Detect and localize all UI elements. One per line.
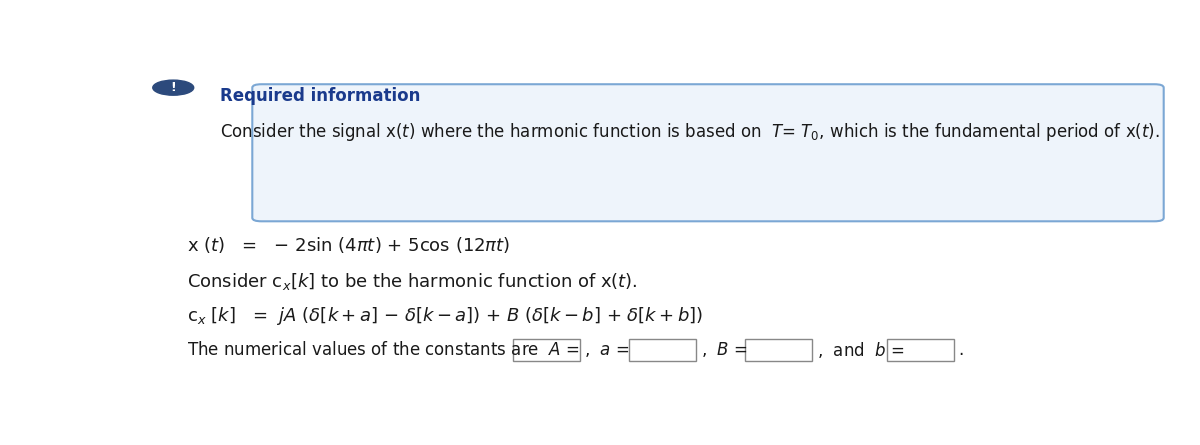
Text: ,  $B$ =: , $B$ =	[701, 340, 748, 359]
FancyBboxPatch shape	[252, 84, 1164, 221]
Text: !: !	[170, 81, 176, 94]
Text: c$_x$ [$k$]   =  $jA$ ($\delta$[$k + a$] $-$ $\delta$[$k - a$]) + $B$ ($\delta$[: c$_x$ [$k$] = $jA$ ($\delta$[$k + a$] $-…	[187, 304, 703, 327]
FancyBboxPatch shape	[629, 339, 696, 361]
FancyBboxPatch shape	[745, 339, 812, 361]
Circle shape	[152, 80, 193, 95]
FancyBboxPatch shape	[512, 339, 580, 361]
Text: x ($t$)   =   $-$ 2sin (4$\pi t$) + 5cos (12$\pi t$): x ($t$) = $-$ 2sin (4$\pi t$) + 5cos (12…	[187, 235, 510, 255]
Text: The numerical values of the constants are  $A$ =: The numerical values of the constants ar…	[187, 341, 580, 359]
Text: Consider the signal x($t$) where the harmonic function is based on  $T$= $T_0$, : Consider the signal x($t$) where the har…	[220, 121, 1159, 143]
Text: Consider c$_x$[$k$] to be the harmonic function of x($t$).: Consider c$_x$[$k$] to be the harmonic f…	[187, 271, 638, 292]
Text: Required information: Required information	[220, 87, 420, 105]
FancyBboxPatch shape	[887, 339, 954, 361]
Text: .: .	[958, 341, 964, 359]
Text: ,  $a$ =: , $a$ =	[584, 341, 630, 359]
Text: ,  and  $b$ =: , and $b$ =	[817, 340, 905, 360]
